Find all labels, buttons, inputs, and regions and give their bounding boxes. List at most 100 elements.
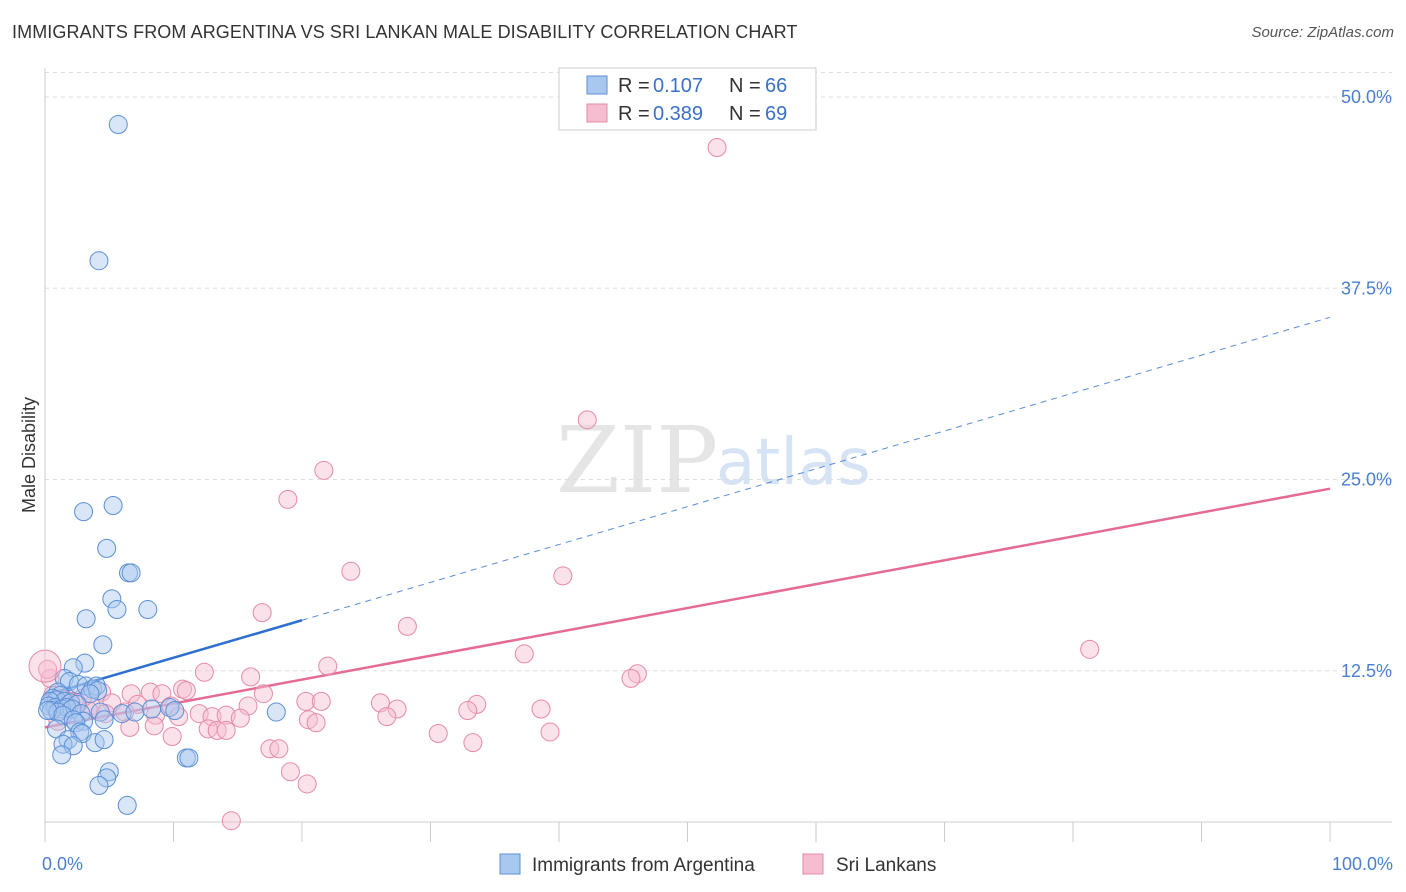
trend-line-sri-lankans	[44, 487, 1331, 729]
point-sri-lankan-54	[144, 716, 164, 736]
legend-r-value-argentina: 0.107	[653, 75, 703, 97]
chart-title: IMMIGRANTS FROM ARGENTINA VS SRI LANKAN …	[12, 22, 798, 42]
point-sri-lankan-2	[314, 460, 334, 480]
point-sri-lankan-13	[194, 662, 214, 682]
legend-n-label-sri-lankans: N =	[729, 103, 761, 125]
point-sri-lankan-66	[221, 811, 241, 831]
point-argentina-49	[66, 713, 86, 733]
point-sri-lankan-65	[297, 774, 317, 794]
legend-n-label-argentina: N =	[729, 75, 761, 97]
point-argentina-20	[88, 681, 108, 701]
y-axis-label: Male Disability	[19, 397, 39, 513]
point-sri-lankan-58	[216, 720, 236, 740]
point-argentina-6	[121, 563, 141, 583]
axes	[44, 68, 1392, 842]
point-argentina-47	[74, 711, 94, 731]
point-sri-lankan-48	[216, 705, 236, 725]
point-sri-lankan-9	[514, 644, 534, 664]
point-sri-lankan-49	[230, 708, 250, 728]
point-argentina-8	[138, 600, 158, 620]
point-argentina-11	[93, 635, 113, 655]
point-sri-lankan-55	[162, 727, 182, 747]
y-tick-label-0: 12.5%	[1341, 661, 1392, 681]
gridlines	[45, 72, 1392, 672]
point-sri-lankan-39	[458, 701, 478, 721]
point-sri-lankan-59	[428, 723, 448, 743]
point-argentina-9	[107, 600, 127, 620]
bottom-legend-swatch-argentina	[499, 853, 521, 875]
y-tick-label-3: 50.0%	[1341, 87, 1392, 107]
point-argentina-7	[102, 589, 122, 609]
point-argentina-0	[108, 115, 128, 135]
point-sri-lankan-12	[621, 668, 641, 688]
point-argentina-45	[165, 701, 185, 721]
legend-box: R = 0.107 N = 66 R = 0.389 N = 69	[558, 67, 817, 131]
point-sri-lankan-4	[341, 561, 361, 581]
legend-swatch-argentina	[586, 75, 608, 95]
point-argentina-37	[38, 701, 58, 721]
point-argentina-63	[97, 768, 117, 788]
point-argentina-58	[63, 736, 83, 756]
data-points	[28, 115, 1100, 831]
legend-n-value-argentina: 66	[765, 75, 787, 97]
point-sri-lankan-1	[577, 410, 597, 430]
point-sri-lankan-34	[296, 691, 316, 711]
bottom-legend: Immigrants from Argentina Sri Lankans	[499, 853, 936, 876]
legend-r-label-argentina: R =	[618, 75, 650, 97]
point-sri-lankan-46	[189, 704, 209, 724]
point-sri-lankan-14	[241, 667, 261, 687]
point-sri-lankan-50	[298, 710, 318, 730]
point-sri-lankan-61	[463, 733, 483, 753]
point-sri-lankan-40	[531, 699, 551, 719]
point-argentina-57	[53, 734, 73, 754]
point-argentina-12	[75, 653, 95, 673]
point-argentina-3	[74, 502, 94, 522]
point-argentina-48	[63, 710, 83, 730]
point-argentina-46	[266, 702, 286, 722]
point-sri-lankan-23	[38, 659, 58, 679]
point-sri-lankan-35	[311, 691, 331, 711]
point-argentina-65	[117, 795, 137, 815]
bottom-legend-swatch-sri-lankans	[802, 853, 824, 875]
point-argentina-50	[94, 710, 114, 730]
point-sri-lankan-3	[278, 489, 298, 509]
legend-r-value-sri-lankans: 0.389	[653, 103, 703, 125]
point-sri-lankan-64	[280, 762, 300, 782]
watermark: ZIP atlas	[556, 407, 871, 514]
point-sri-lankan-63	[269, 739, 289, 759]
point-sri-lankan-16	[176, 681, 196, 701]
trend-lines	[44, 316, 1331, 729]
point-sri-lankan-0	[707, 137, 727, 157]
point-sri-lankan-10	[318, 656, 338, 676]
point-sri-lankan-8	[1080, 639, 1100, 659]
point-argentina-44	[160, 697, 180, 717]
point-sri-lankan-33	[238, 696, 258, 716]
watermark-zip: ZIP	[556, 407, 718, 514]
point-sri-lankan-6	[252, 603, 272, 623]
point-argentina-61	[179, 748, 199, 768]
point-argentina-2	[103, 496, 123, 516]
point-sri-lankan-37	[387, 699, 407, 719]
point-argentina-43	[142, 699, 162, 719]
point-argentina-1	[89, 251, 109, 271]
watermark-atlas: atlas	[716, 426, 871, 500]
point-argentina-42	[125, 702, 145, 722]
point-sri-lankan-18	[253, 684, 273, 704]
legend-r-label-sri-lankans: R =	[618, 103, 650, 125]
point-argentina-36	[48, 702, 68, 722]
point-argentina-4	[97, 538, 117, 558]
point-argentina-10	[76, 609, 96, 629]
point-sri-lankan-30	[102, 693, 122, 713]
legend-swatch-sri-lankans	[586, 103, 608, 123]
point-sri-lankan-60	[540, 722, 560, 742]
point-sri-lankan-7	[397, 616, 417, 636]
point-argentina-64	[89, 776, 109, 795]
point-argentina-56	[94, 730, 114, 750]
legend-n-value-sri-lankans: 69	[765, 103, 787, 125]
x-tick-label-1: 100.0%	[1332, 854, 1393, 874]
point-sri-lankan-51	[306, 713, 326, 733]
point-sri-lankan-52	[377, 707, 397, 727]
point-sri-lankan-5	[553, 566, 573, 586]
source-label: Source: ZipAtlas.com	[1251, 24, 1394, 41]
bottom-legend-label-argentina: Immigrants from Argentina	[532, 855, 755, 876]
